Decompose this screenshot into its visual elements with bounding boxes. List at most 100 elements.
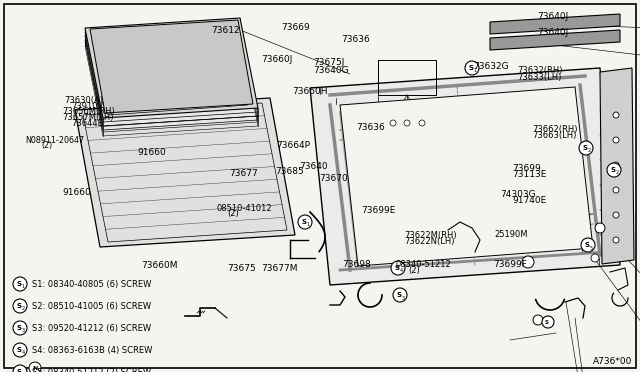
Text: 73622N(LH): 73622N(LH)	[404, 237, 455, 246]
Text: 73660J: 73660J	[261, 55, 292, 64]
Text: S: S	[582, 145, 588, 151]
Circle shape	[298, 215, 312, 229]
Text: 73675: 73675	[227, 264, 256, 273]
Text: S: S	[394, 265, 399, 271]
Text: 73632G: 73632G	[474, 62, 509, 71]
Polygon shape	[85, 22, 258, 122]
Text: 73633(LH): 73633(LH)	[517, 73, 561, 82]
Polygon shape	[85, 18, 258, 118]
Text: S: S	[397, 292, 401, 298]
Circle shape	[13, 365, 27, 372]
Text: 2: 2	[616, 170, 619, 176]
Text: 73640J: 73640J	[538, 12, 569, 21]
Circle shape	[390, 120, 396, 126]
Circle shape	[391, 261, 405, 275]
Text: 73612: 73612	[211, 26, 240, 35]
Circle shape	[613, 137, 619, 143]
Text: 73656M(RH): 73656M(RH)	[63, 107, 115, 116]
Text: 73670: 73670	[319, 174, 348, 183]
Text: 74303G: 74303G	[500, 190, 536, 199]
Text: 08510-41012: 08510-41012	[216, 204, 272, 213]
Text: A736*00: A736*00	[593, 357, 632, 366]
Text: 4: 4	[399, 269, 403, 273]
Polygon shape	[490, 30, 620, 50]
Text: 73644E: 73644E	[72, 119, 104, 128]
Text: S: S	[17, 303, 22, 309]
Text: 73640G: 73640G	[314, 66, 349, 75]
Text: 73660M: 73660M	[141, 261, 177, 270]
Polygon shape	[85, 30, 258, 130]
Text: S1: 08340-40805 (6) SCREW: S1: 08340-40805 (6) SCREW	[32, 280, 152, 289]
Text: 73664P: 73664P	[276, 141, 310, 150]
Text: 73669: 73669	[282, 23, 310, 32]
Polygon shape	[75, 98, 295, 247]
Text: (2): (2)	[227, 209, 239, 218]
Text: S: S	[468, 65, 474, 71]
Text: 73113E: 73113E	[512, 170, 547, 179]
Text: 73662(RH): 73662(RH)	[532, 125, 578, 134]
Text: 25190M: 25190M	[494, 230, 527, 239]
Text: 73663(LH): 73663(LH)	[532, 131, 577, 140]
Circle shape	[404, 120, 410, 126]
Circle shape	[595, 223, 605, 233]
Text: 73675J: 73675J	[314, 58, 345, 67]
Circle shape	[591, 254, 599, 262]
Polygon shape	[340, 87, 593, 266]
Text: 73699F: 73699F	[493, 260, 527, 269]
Bar	[378, 60, 436, 95]
Text: S5: 08340-51212 (2) SCREW: S5: 08340-51212 (2) SCREW	[32, 368, 151, 372]
Text: 73677: 73677	[229, 169, 258, 177]
Circle shape	[613, 237, 619, 243]
Circle shape	[522, 256, 534, 268]
Polygon shape	[85, 26, 258, 126]
Text: S: S	[611, 167, 616, 173]
Text: 73640J: 73640J	[538, 28, 569, 37]
Text: S2: 08510-41005 (6) SCREW: S2: 08510-41005 (6) SCREW	[32, 302, 151, 311]
Text: N08911-20647: N08911-20647	[26, 136, 84, 145]
Circle shape	[13, 299, 27, 313]
Text: 08340-51212: 08340-51212	[396, 260, 451, 269]
Circle shape	[533, 315, 543, 325]
Text: 73636: 73636	[356, 123, 385, 132]
Circle shape	[393, 288, 407, 302]
Text: 1: 1	[474, 68, 477, 74]
Text: 5: 5	[589, 246, 593, 250]
Text: N: N	[32, 366, 38, 371]
Text: S: S	[301, 219, 307, 225]
Text: 73622M(RH): 73622M(RH)	[404, 231, 457, 240]
Polygon shape	[310, 68, 620, 285]
Text: 1: 1	[307, 222, 310, 228]
Text: S: S	[545, 320, 549, 324]
Text: 4: 4	[21, 350, 24, 356]
Text: 91660: 91660	[138, 148, 166, 157]
Text: 73636: 73636	[341, 35, 370, 44]
Text: 73660H: 73660H	[292, 87, 327, 96]
Circle shape	[13, 321, 27, 335]
Text: 73698: 73698	[342, 260, 371, 269]
Text: S: S	[17, 281, 22, 287]
Text: 2: 2	[21, 307, 24, 311]
Text: S3: 09520-41212 (6) SCREW: S3: 09520-41212 (6) SCREW	[32, 324, 151, 333]
Circle shape	[581, 238, 595, 252]
Text: (2): (2)	[42, 141, 53, 150]
Text: 2: 2	[588, 148, 591, 154]
Text: 73630(A): 73630(A)	[64, 96, 103, 105]
Text: 73640: 73640	[300, 162, 328, 171]
Text: 91660: 91660	[63, 188, 92, 197]
Polygon shape	[90, 20, 253, 113]
Polygon shape	[600, 68, 634, 264]
Text: 3: 3	[401, 295, 404, 301]
Circle shape	[419, 120, 425, 126]
Text: 73685: 73685	[275, 167, 304, 176]
Circle shape	[613, 162, 619, 168]
Circle shape	[13, 343, 27, 357]
Circle shape	[613, 187, 619, 193]
Polygon shape	[490, 14, 620, 34]
Circle shape	[13, 277, 27, 291]
Text: S: S	[17, 325, 22, 331]
Circle shape	[29, 362, 41, 372]
Text: 73657M(LH): 73657M(LH)	[63, 113, 114, 122]
Circle shape	[613, 212, 619, 218]
Circle shape	[542, 316, 554, 328]
Circle shape	[579, 141, 593, 155]
